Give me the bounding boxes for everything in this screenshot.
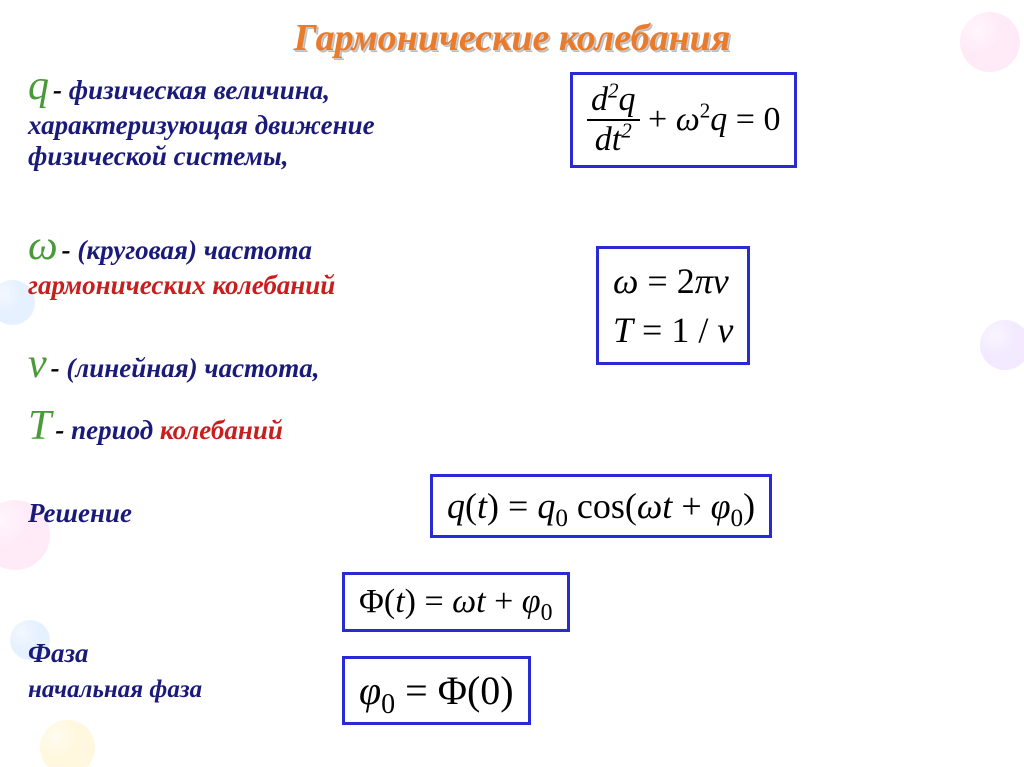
def-period: T - период колебаний [28, 402, 488, 450]
text-dash: - [53, 75, 69, 105]
symbol-q: q [28, 63, 49, 109]
eq-init-phase: φ0 = Φ(0) [342, 656, 531, 725]
eq-omega-period: ω = 2πν T = 1 / ν [596, 246, 750, 365]
deco-bubble [40, 720, 95, 767]
deco-bubble [980, 320, 1024, 370]
def-t-line1b: колебаний [160, 415, 283, 445]
text-dash: - [55, 415, 71, 445]
def-t-line1a: период [71, 415, 160, 445]
text-dash: - [62, 235, 78, 265]
eq-omega-line: ω = 2πν [613, 257, 733, 306]
eq-solution-qt: q(t) = q0 cos(ωt + φ0) [430, 474, 772, 538]
def-q-line1: физическая величина, [69, 75, 330, 105]
eq-diff-rest: + ω2q = 0 [648, 101, 780, 138]
page-title: Гармонические колебания [0, 16, 1024, 60]
label-phase: Фаза [28, 638, 89, 669]
def-q-line3: физической системы, [28, 141, 289, 171]
symbol-nu: ν [28, 341, 47, 387]
def-q-line2: характеризующая движение [28, 110, 375, 140]
def-nu: ν - (линейная) частота, [28, 340, 488, 388]
eq-fraction: d2q dt2 [587, 83, 640, 157]
def-omega: ω - (круговая) частота гармонических кол… [28, 222, 488, 301]
symbol-omega: ω [28, 223, 58, 269]
label-solution: Решение [28, 498, 132, 529]
def-omega-line2: гармонических колебаний [28, 270, 335, 300]
eq-period-line: T = 1 / ν [613, 306, 733, 355]
def-omega-line1: (круговая) частота [77, 235, 312, 265]
text-dash: - [51, 353, 67, 383]
def-nu-line1: (линейная) частота, [66, 353, 319, 383]
label-init-phase: начальная фаза [28, 676, 202, 704]
eq-differential: d2q dt2 + ω2q = 0 [570, 72, 797, 168]
eq-frac-num: d2q [587, 83, 640, 119]
def-q: q - физическая величина, характеризующая… [28, 62, 488, 172]
eq-phase-phi: Φ(t) = ωt + φ0 [342, 572, 570, 632]
symbol-t: T [28, 403, 51, 449]
eq-frac-den: dt2 [587, 119, 640, 157]
